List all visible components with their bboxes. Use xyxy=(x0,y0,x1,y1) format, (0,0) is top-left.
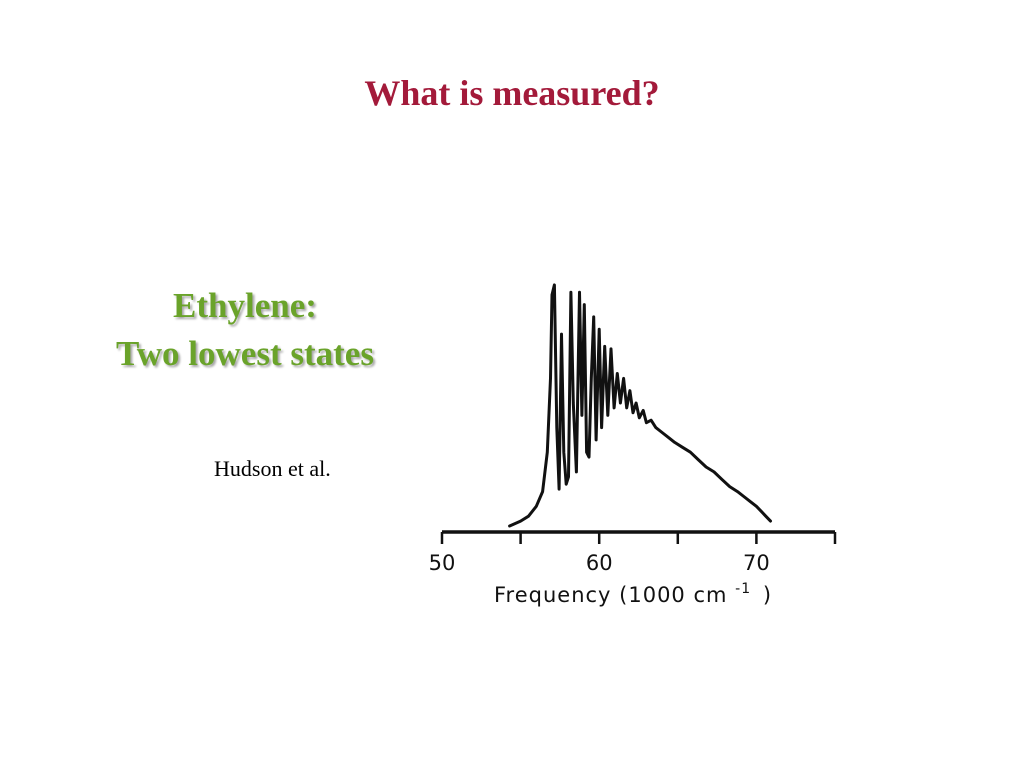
x-axis-label-text: Frequency (1000 cm xyxy=(494,583,727,607)
x-tick-label-1: 60 xyxy=(586,551,613,575)
x-axis-label: Frequency (1000 cm -1 ) xyxy=(494,574,772,607)
x-axis xyxy=(440,530,837,544)
subtitle: Ethylene: Two lowest states xyxy=(60,282,430,378)
x-axis-label-sup: -1 xyxy=(735,581,751,597)
subtitle-line-2: Two lowest states xyxy=(116,334,374,373)
spectrum-chart: 50 60 70 Frequency (1000 cm -1 ) xyxy=(420,270,860,620)
slide-title: What is measured? xyxy=(364,73,660,113)
x-axis-label-close: ) xyxy=(763,583,772,607)
x-tick-label-0: 50 xyxy=(429,551,456,575)
spectrum-chart-svg: 50 60 70 Frequency (1000 cm -1 ) xyxy=(429,283,837,607)
x-tick-labels: 50 60 70 xyxy=(429,551,770,575)
citation: Hudson et al. xyxy=(214,456,331,481)
x-tick-label-2: 70 xyxy=(743,551,770,575)
subtitle-line-1: Ethylene: xyxy=(173,286,317,325)
series-line xyxy=(508,283,772,528)
